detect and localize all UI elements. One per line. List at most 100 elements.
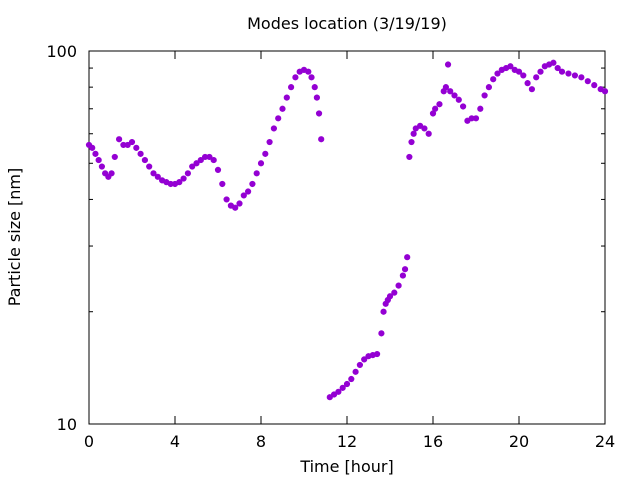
data-point [472, 115, 480, 122]
data-point [528, 86, 536, 93]
data-point [288, 84, 295, 91]
data-point [408, 138, 415, 146]
data-point [219, 180, 226, 188]
data-point [550, 59, 557, 66]
data-point [406, 153, 413, 161]
data-point [279, 105, 286, 112]
data-point [311, 84, 318, 91]
x-tick-label: 16 [423, 432, 443, 451]
data-point [520, 72, 527, 79]
data-point [591, 82, 598, 89]
data-point [386, 293, 394, 300]
plot-border [88, 50, 606, 425]
data-point [533, 74, 540, 81]
data-point [447, 88, 454, 95]
x-axis-label: Time [hour] [299, 457, 393, 476]
data-point [270, 125, 278, 132]
data-point [292, 74, 299, 81]
data-point [313, 94, 321, 101]
data-point [262, 150, 269, 157]
data-point [378, 330, 385, 337]
data-point [571, 72, 579, 79]
data-point [524, 80, 531, 87]
data-point [245, 188, 252, 195]
data-point [154, 173, 161, 180]
data-point [95, 156, 102, 164]
x-axis-ticks: 0 4 8 12 16 20 24 [84, 51, 615, 451]
data-point [240, 192, 247, 199]
data-point [481, 92, 488, 99]
data-point [401, 266, 409, 273]
x-tick-label: 4 [170, 432, 180, 451]
y-tick-label: 10 [57, 415, 77, 434]
data-point [176, 179, 183, 186]
data-point [494, 70, 501, 77]
data-point [236, 200, 243, 207]
data-point [460, 103, 467, 110]
data-point [343, 380, 351, 388]
y-tick-label: 100 [46, 42, 77, 61]
data-point [485, 84, 493, 91]
data-point [111, 153, 118, 161]
data-point [335, 388, 342, 395]
data-point [92, 150, 99, 157]
data-point [374, 350, 381, 358]
data-point [193, 160, 200, 167]
data-point [308, 74, 315, 81]
data-point [399, 272, 407, 279]
data-point [490, 76, 497, 83]
data-point [266, 138, 273, 146]
data-point [249, 180, 256, 188]
data-point [554, 64, 561, 72]
data-point [451, 92, 458, 99]
x-tick-label: 8 [256, 432, 266, 451]
x-tick-label: 20 [509, 432, 529, 451]
data-point [124, 141, 131, 149]
x-tick-label: 24 [595, 432, 615, 451]
data-point [578, 74, 585, 81]
y-axis-ticks: 10 100 [46, 42, 605, 434]
data-point [210, 156, 217, 164]
chart-title: Modes location (3/19/19) [247, 14, 447, 33]
data-point [565, 70, 572, 77]
data-point [410, 130, 417, 137]
data-point [444, 61, 452, 68]
data-point [141, 156, 148, 164]
data-point [404, 254, 411, 261]
data-point [477, 105, 484, 112]
data-point [421, 125, 428, 132]
data-point [455, 96, 462, 103]
data-point [180, 175, 187, 182]
data-point [89, 144, 96, 151]
data-point [339, 384, 346, 391]
data-point [197, 156, 204, 164]
data-point [318, 136, 325, 143]
x-tick-label: 12 [337, 432, 357, 451]
data-point [283, 94, 290, 101]
data-point [253, 170, 260, 177]
data-point [128, 138, 136, 146]
data-point [432, 105, 439, 112]
data-point [257, 160, 265, 167]
data-point [206, 153, 213, 161]
data-point [515, 68, 523, 75]
data-point [361, 356, 368, 363]
data-point [352, 368, 359, 375]
data-point [315, 110, 323, 117]
data-point [380, 308, 387, 315]
data-point [425, 130, 432, 137]
data-point [133, 144, 140, 151]
data-point [108, 170, 115, 177]
data-point [584, 78, 591, 85]
data-point [395, 282, 402, 289]
data-point [326, 394, 333, 401]
data-point [137, 150, 144, 157]
data-point [98, 163, 105, 170]
data-point [275, 115, 282, 122]
data-point [507, 63, 514, 70]
data-point [189, 163, 196, 170]
data-point [214, 166, 222, 173]
data-point [348, 375, 355, 383]
data-point [537, 68, 544, 75]
